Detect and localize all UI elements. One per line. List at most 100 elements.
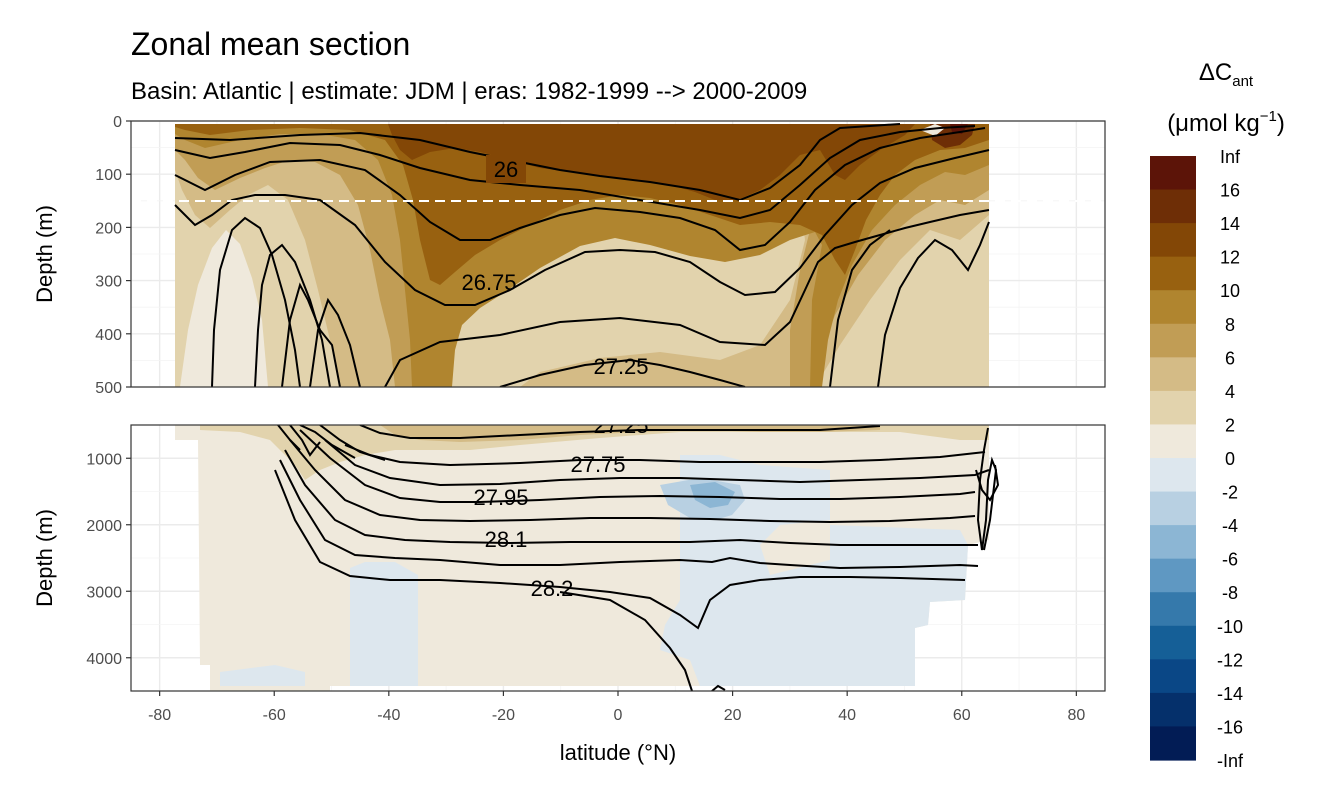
legend-title-main: ΔC <box>1199 59 1232 86</box>
x-tick-label: 20 <box>724 707 742 724</box>
contour-label-28-2: 28.2 <box>531 576 574 601</box>
x-tick-label: 0 <box>614 707 623 724</box>
legend-swatch <box>1150 692 1196 728</box>
upper-contour <box>309 297 361 387</box>
lower-contour <box>359 425 881 439</box>
lower-panel-fill <box>175 425 989 691</box>
lower-fill-pale-blue-1 <box>350 562 418 686</box>
upper-contour <box>829 229 891 387</box>
x-tick-label: -40 <box>377 707 400 724</box>
y-tick-label: 300 <box>95 274 122 291</box>
legend-swatch <box>1150 223 1196 258</box>
lower-contour <box>284 449 978 546</box>
legend-swatch <box>1150 525 1196 560</box>
contour-label-27-25-lower: 27.25 <box>593 413 648 438</box>
lower-fill-pale-blue-3 <box>220 665 305 686</box>
legend-label: -Inf <box>1217 751 1244 771</box>
legend-label: 12 <box>1220 248 1240 268</box>
legend-swatch <box>1150 592 1196 627</box>
lower-contour <box>344 444 986 467</box>
y-tick-label: 0 <box>113 114 122 131</box>
legend-label: -4 <box>1222 516 1238 536</box>
y-tick-label: 400 <box>95 327 122 344</box>
lower-y-axis-label: Depth (m) <box>32 509 57 607</box>
legend-label: 8 <box>1225 315 1235 335</box>
legend-label: 14 <box>1220 214 1240 234</box>
legend-swatch <box>1150 625 1196 660</box>
contour-label-27-95: 27.95 <box>473 485 528 510</box>
y-tick-label: 1000 <box>86 451 122 468</box>
lower-contour <box>711 684 726 691</box>
legend-label: 10 <box>1220 281 1240 301</box>
lower-contour <box>279 459 979 570</box>
lower-contour <box>976 427 998 551</box>
upper-panel-fill <box>175 124 989 387</box>
chart-subtitle: Basin: Atlantic | estimate: JDM | eras: … <box>131 78 807 105</box>
legend-label: 16 <box>1220 181 1240 201</box>
lower-fill-blue-minus4 <box>690 482 735 508</box>
legend-swatch <box>1150 726 1196 761</box>
contour-label-bg <box>486 155 526 183</box>
legend-swatch <box>1150 357 1196 392</box>
upper-panel-border <box>130 120 1106 388</box>
upper-contour <box>499 358 746 387</box>
legend-swatch <box>1150 424 1196 459</box>
legend-unit-superscript: −1 <box>1260 108 1277 125</box>
legend-title-subscript: ant <box>1232 73 1254 90</box>
upper-contour <box>384 209 990 387</box>
contour-label-28-1: 28.1 <box>485 527 528 552</box>
upper-contour <box>174 149 990 306</box>
legend-title: ΔCant <box>1199 59 1254 90</box>
legend-swatch <box>1150 256 1196 291</box>
upper-y-axis-label: Depth (m) <box>32 205 57 303</box>
legend-unit-suffix: ) <box>1277 110 1285 137</box>
lower-fill-tan-top <box>200 425 989 480</box>
x-tick-label: 60 <box>953 707 971 724</box>
y-tick-label: 200 <box>95 220 122 237</box>
upper-contour <box>877 221 990 387</box>
legend-label: -16 <box>1217 717 1243 737</box>
legend-swatch <box>1150 390 1196 426</box>
legend-unit-prefix: (μmol kg <box>1167 110 1260 137</box>
x-tick-label: -60 <box>263 707 286 724</box>
lower-fill-pale-blue-2 <box>660 455 968 686</box>
legend-label: -10 <box>1217 617 1243 637</box>
x-tick-label: 40 <box>838 707 856 724</box>
legend-swatch <box>1150 323 1196 358</box>
legend-label: -8 <box>1222 583 1238 603</box>
x-tick-label: 80 <box>1067 707 1085 724</box>
lower-contour-labels: 27.25 27.75 27.95 28.1 28.2 <box>473 413 648 601</box>
lower-panel: 27.25 27.75 27.95 28.1 28.2 <box>130 413 1106 692</box>
upper-contour <box>174 127 986 252</box>
lower-contour <box>289 425 321 457</box>
contour-label-27-75: 27.75 <box>570 452 625 477</box>
x-axis-label: latitude (°N) <box>560 740 676 765</box>
legend-swatch <box>1150 458 1196 493</box>
lower-contour <box>299 425 356 459</box>
upper-contour <box>174 125 976 220</box>
y-tick-label: 3000 <box>86 584 122 601</box>
contour-label-26: 26 <box>494 157 518 182</box>
legend-label: -6 <box>1222 550 1238 570</box>
chart-title: Zonal mean section <box>131 26 410 62</box>
legend-colorbar: Inf 16 14 12 10 8 6 4 2 0 -2 -4 -6 -8 -10 -12 -14 -16 -Inf <box>1150 147 1244 771</box>
upper-panel: 26 26.75 27.25 <box>130 120 1106 388</box>
legend-swatch <box>1150 290 1196 325</box>
x-tick-label: -20 <box>492 707 515 724</box>
y-tick-label: 4000 <box>86 651 122 668</box>
legend-swatch <box>1150 659 1196 694</box>
upper-fill-pale-spot <box>920 124 945 136</box>
legend-swatch <box>1150 156 1196 191</box>
legend-label: 4 <box>1225 382 1235 402</box>
lower-contour <box>289 439 976 524</box>
lower-contour <box>274 469 966 630</box>
legend-label: 6 <box>1225 348 1235 368</box>
legend-label: 0 <box>1225 449 1235 469</box>
legend-label: 2 <box>1225 415 1235 435</box>
contour-label-27-25: 27.25 <box>593 354 648 379</box>
upper-fill-12-14 <box>388 124 915 200</box>
lower-contour <box>975 464 1000 502</box>
legend-label: -14 <box>1217 684 1243 704</box>
